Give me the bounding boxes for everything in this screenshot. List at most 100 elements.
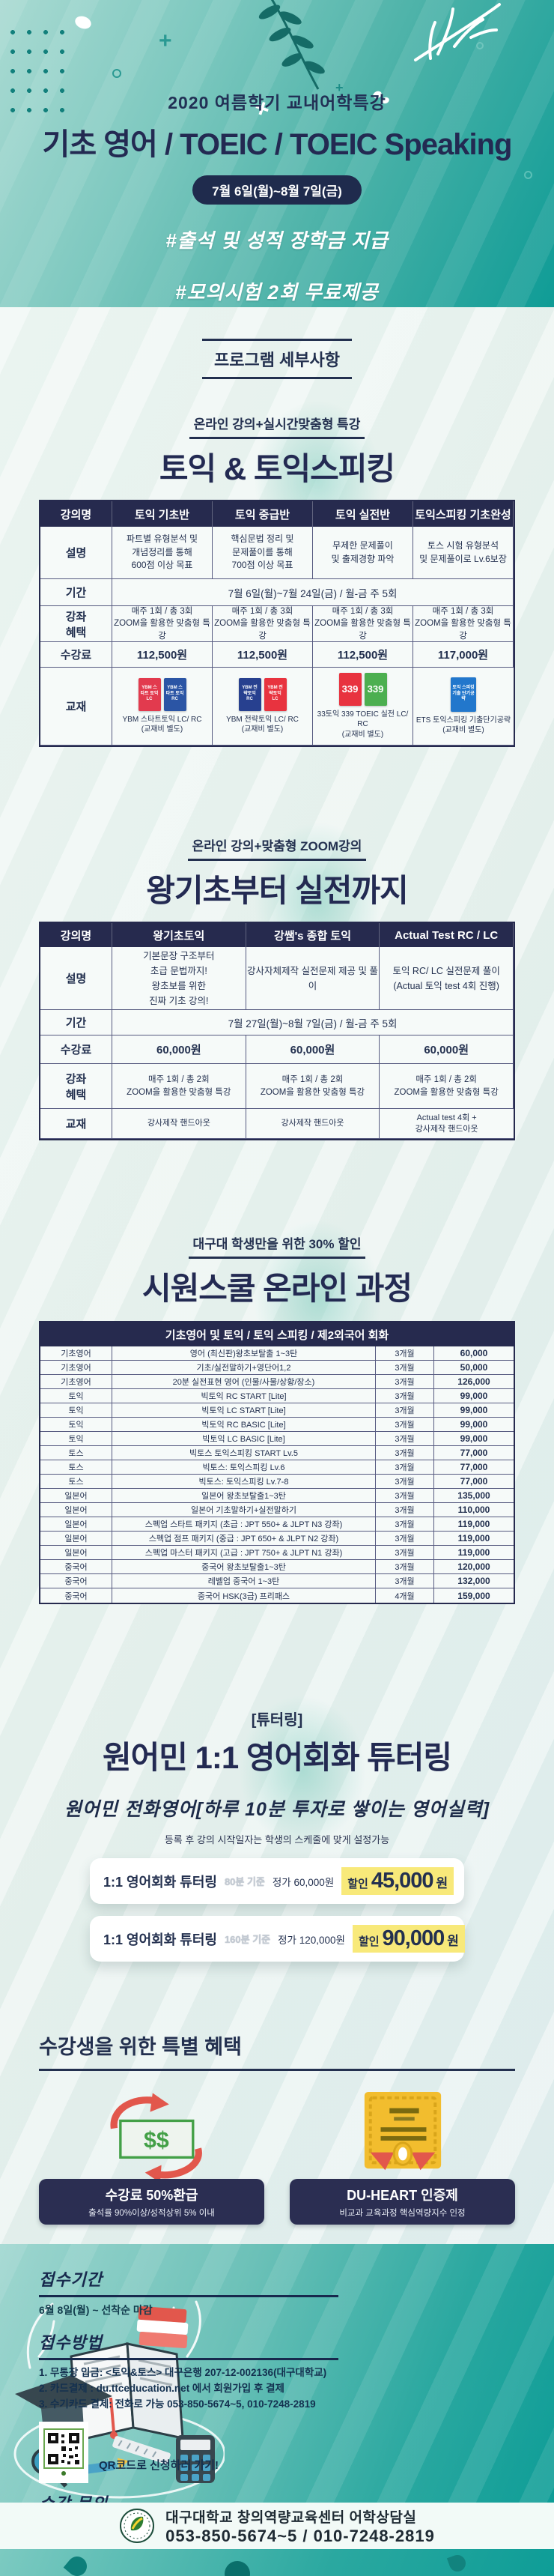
- course-price: 110,000: [434, 1503, 514, 1517]
- course-duration: 3개월: [376, 1375, 434, 1389]
- course-benefit: 매주 1회 / 총 2회 ZOOM을 활용한 맞춤형 특강: [246, 1064, 380, 1109]
- section-tutoring: [튜터링] 원어민 1:1 영어회화 튜터링 원어민 전화영어[하루 10분 투…: [0, 1695, 554, 1962]
- tutoring-price-card: 1:1 영어회화 튜터링 80분 기준 정가 60,000원 할인 45,000…: [90, 1858, 464, 1904]
- leaf-branch-icon: [258, 0, 325, 90]
- tutoring-course-name: 1:1 영어회화 튜터링: [103, 1874, 217, 1890]
- course-name: 중국어 왕초보탈출1~3탄: [112, 1560, 376, 1574]
- course-row: 중국어 중국어 왕초보탈출1~3탄 3개월 120,000: [40, 1560, 514, 1574]
- section2-kicker: 온라인 강의+맞춤형 ZOOM강의: [187, 835, 367, 861]
- course-duration: 3개월: [376, 1560, 434, 1574]
- plus-decoration: +: [159, 28, 172, 53]
- course-name: 빅토익 LC BASIC [Lite]: [112, 1432, 376, 1446]
- benefits-title: 수강생을 위한 특별 혜택: [39, 2031, 515, 2071]
- qr-caption: QR코드로 신청하러 가기!: [99, 2458, 219, 2472]
- course-name: 빅토스: 토익스피킹 Lv.7-8: [112, 1475, 376, 1489]
- qr-code[interactable]: [39, 2421, 88, 2483]
- benefit-refund: $$ 수강료 50%환급 출석률 90%이상/성적상위 5% 이내: [39, 2090, 264, 2225]
- course-fee: 112,500원: [313, 642, 413, 668]
- section1-title: 토익 & 토익스피킹: [0, 400, 554, 558]
- course-price: 60,000: [434, 1346, 514, 1361]
- benefit-certification: DU-HEART 인증제 비교과 교육과정 핵심역량지수 인정: [290, 2090, 515, 2225]
- textbook-cell: 339 339 33토익 339 TOEIC 실전 LC/ RC (교재비 별도…: [313, 668, 413, 746]
- hero-banner: + + + 202: [0, 0, 554, 307]
- course-description: 핵심문법 정리 및 문제풀이를 통해 700점 이상 목표: [213, 527, 313, 579]
- tutoring-note: 등록 후 강의 시작일자는 학생의 스케줄에 맞게 설정가능: [164, 1834, 390, 1845]
- calculator: [176, 2435, 215, 2483]
- course-duration: 3개월: [376, 1361, 434, 1375]
- course-category: 토익: [40, 1403, 112, 1418]
- tutoring-title: 원어민 1:1 영어회화 튜터링: [0, 1695, 554, 1845]
- course-fee: 60,000원: [380, 1035, 514, 1064]
- section3-kicker: 대구대 학생만을 위한 30% 할인: [188, 1233, 366, 1259]
- hero-title: 기초 영어 / TOEIC / TOEIC Speaking: [42, 128, 513, 161]
- course-description: 강사자체제작 실전문제 제공 및 풀이: [246, 947, 380, 1010]
- leaf-decoration: [221, 2557, 254, 2576]
- contact-title: 수강 문의: [39, 2491, 353, 2503]
- date-badge: 7월 6일(월)~8월 7일(금): [192, 175, 362, 205]
- course-category: 일본어: [40, 1546, 112, 1560]
- course-category: 토익: [40, 1389, 112, 1403]
- course-row: 토익 빅토익 RC START [Lite] 3개월 99,000: [40, 1389, 514, 1403]
- leaf-decoration: [446, 2552, 469, 2575]
- course-duration: 3개월: [376, 1517, 434, 1532]
- course-benefit: 매주 1회 / 총 2회 ZOOM을 활용한 맞춤형 특강: [380, 1064, 514, 1109]
- column-header: 강쌤's 종합 토익: [246, 923, 380, 947]
- hero-kicker: 2020 여름학기 교내어학특강: [168, 93, 386, 112]
- course-name: 빅토익 RC START [Lite]: [112, 1389, 376, 1403]
- apply-method-title: 접수방법: [39, 2333, 103, 2352]
- textbook-cell: YBM 전략토익 RC YBM 전략토익 LC YBM 전략토익 LC/ RC …: [213, 668, 313, 746]
- course-row: 기초영어 20분 실전표현 영어 (인물/사물/상황/장소) 3개월 126,0…: [40, 1375, 514, 1389]
- row-label: 수강료: [40, 642, 112, 668]
- list-price: 정가 120,000원: [278, 1934, 345, 1946]
- course-category: 토익: [40, 1418, 112, 1432]
- course-category: 토스: [40, 1446, 112, 1460]
- ring-decoration: [524, 171, 532, 179]
- course-row: 일본어 일본어 왕초보탈출1~3탄 3개월 135,000: [40, 1489, 514, 1503]
- course-price: 120,000: [434, 1560, 514, 1574]
- course-category: 기초영어: [40, 1346, 112, 1361]
- course-category: 토스: [40, 1460, 112, 1475]
- apply-info-footer: 접수기간 6월 8일(월) ~ 선착순 마감 접수방법 1. 무통장 입금: <…: [0, 2244, 554, 2503]
- divider: [39, 2358, 338, 2360]
- course-period: 7월 27일(월)~8월 7일(금) / 월-금 주 5회: [112, 1010, 514, 1035]
- course-category: 중국어: [40, 1588, 112, 1603]
- textbook-caption: YBM 스타트토익 LC/ RC (교재비 별도): [122, 715, 202, 734]
- column-header: 강의명: [40, 501, 112, 527]
- course-duration: 4개월: [376, 1588, 434, 1603]
- course-row: 토스 빅토스: 토익스피킹 Lv.6 3개월 77,000: [40, 1460, 514, 1475]
- apply-columns: 접수기간 6월 8일(월) ~ 선착순 마감 접수방법 1. 무통장 입금: <…: [39, 2267, 353, 2503]
- course-duration: 3개월: [376, 1389, 434, 1403]
- open-book: [70, 2342, 184, 2442]
- row-label: 수강료: [40, 1035, 112, 1064]
- row-label: 교재: [40, 1109, 112, 1139]
- course-category: 일본어: [40, 1532, 112, 1546]
- textbook-cover: YBM 전략토익 LC: [264, 677, 287, 711]
- course-category: 중국어: [40, 1560, 112, 1574]
- course-fee: 112,500원: [112, 642, 213, 668]
- course-duration: 3개월: [376, 1418, 434, 1432]
- benefit-badge: 수강료 50%환급 출석률 90%이상/성적상위 5% 이내: [39, 2179, 264, 2225]
- course-fee: 117,000원: [413, 642, 514, 668]
- column-header: 토익 기초반: [112, 501, 213, 527]
- divider: [39, 2295, 338, 2297]
- program-details-title: 프로그램 세부사항: [213, 351, 341, 369]
- tutoring-basis: 160분 기준: [224, 1934, 271, 1945]
- tutoring-kicker: [튜터링]: [251, 1712, 303, 1729]
- svg-text:$$: $$: [144, 2128, 169, 2153]
- benefit-badge: DU-HEART 인증제 비교과 교육과정 핵심역량지수 인정: [290, 2179, 515, 2225]
- course-name: 빅토익 RC BASIC [Lite]: [112, 1418, 376, 1432]
- course-duration: 3개월: [376, 1546, 434, 1560]
- section-special-benefits: 수강생을 위한 특별 혜택 $$ 수강료 50%: [39, 2031, 515, 2244]
- toeic-courses-table: 강의명 토익 기초반 토익 중급반 토익 실전반 토익스피킹 기초완성 설명 파…: [39, 500, 515, 747]
- textbook-cell: YBM 스타트 토익 LC YBM 스타트 토익 RC YBM 스타트토익 LC…: [112, 668, 213, 746]
- palm-leaf-icon: [414, 3, 501, 61]
- course-price: 77,000: [434, 1460, 514, 1475]
- hashtag-mock-test: #모의시험 2회 무료제공: [175, 281, 379, 303]
- course-price: 119,000: [434, 1532, 514, 1546]
- course-category: 일본어: [40, 1503, 112, 1517]
- row-label: 기간: [40, 579, 112, 606]
- course-row: 토익 빅토익 LC START [Lite] 3개월 99,000: [40, 1403, 514, 1418]
- qr-icon: [43, 2428, 84, 2470]
- textbook-cover: YBM 스타트 토익 LC: [138, 677, 161, 711]
- course-duration: 3개월: [376, 1446, 434, 1460]
